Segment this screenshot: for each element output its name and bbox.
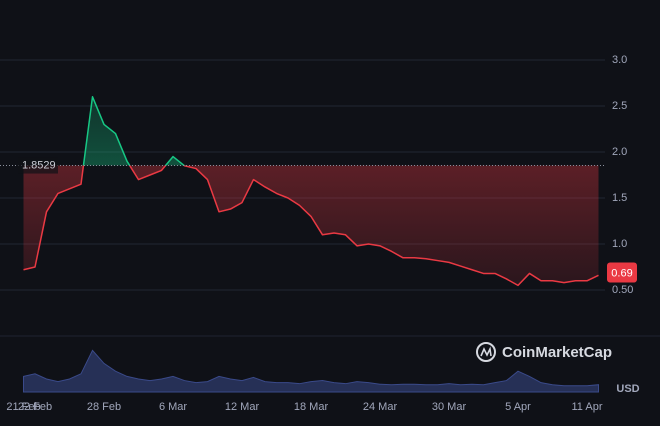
x-tick-label: 5 Apr <box>505 401 531 413</box>
y-tick-label: 3.0 <box>612 54 627 66</box>
watermark: CoinMarketCap <box>476 342 612 362</box>
last-price-label: 0.69 <box>611 267 632 279</box>
x-tick-label: 28 Feb <box>87 401 121 413</box>
price-line <box>23 96 599 287</box>
x-tick-label: 12 Mar <box>225 401 260 413</box>
price-area <box>23 96 599 286</box>
y-tick-label: 0.50 <box>612 284 633 296</box>
y-tick-label: 2.5 <box>612 100 627 112</box>
y-tick-label: 1.5 <box>612 192 627 204</box>
baseline-tag <box>18 157 58 174</box>
baseline-label: 1.8529 <box>22 159 56 171</box>
currency-label: USD <box>616 383 639 395</box>
x-tick-label: 24 Mar <box>363 401 398 413</box>
y-tick-label: 1.0 <box>612 238 627 250</box>
x-tick-label: 11 Apr <box>572 401 603 413</box>
volume-area <box>23 349 599 393</box>
x-tick-label: 22 Feb <box>18 401 52 413</box>
x-tick-label: 6 Mar <box>159 401 187 413</box>
y-tick-label: 2.0 <box>612 146 627 158</box>
watermark-logo-mark <box>480 346 492 357</box>
watermark-text: CoinMarketCap <box>502 344 612 361</box>
watermark-logo <box>476 342 496 362</box>
last-price-marker <box>607 262 637 283</box>
x-tick-label: 30 Mar <box>432 401 467 413</box>
x-tick-label: 18 Mar <box>294 401 329 413</box>
x-tick-label: 21 Feb <box>6 401 40 413</box>
